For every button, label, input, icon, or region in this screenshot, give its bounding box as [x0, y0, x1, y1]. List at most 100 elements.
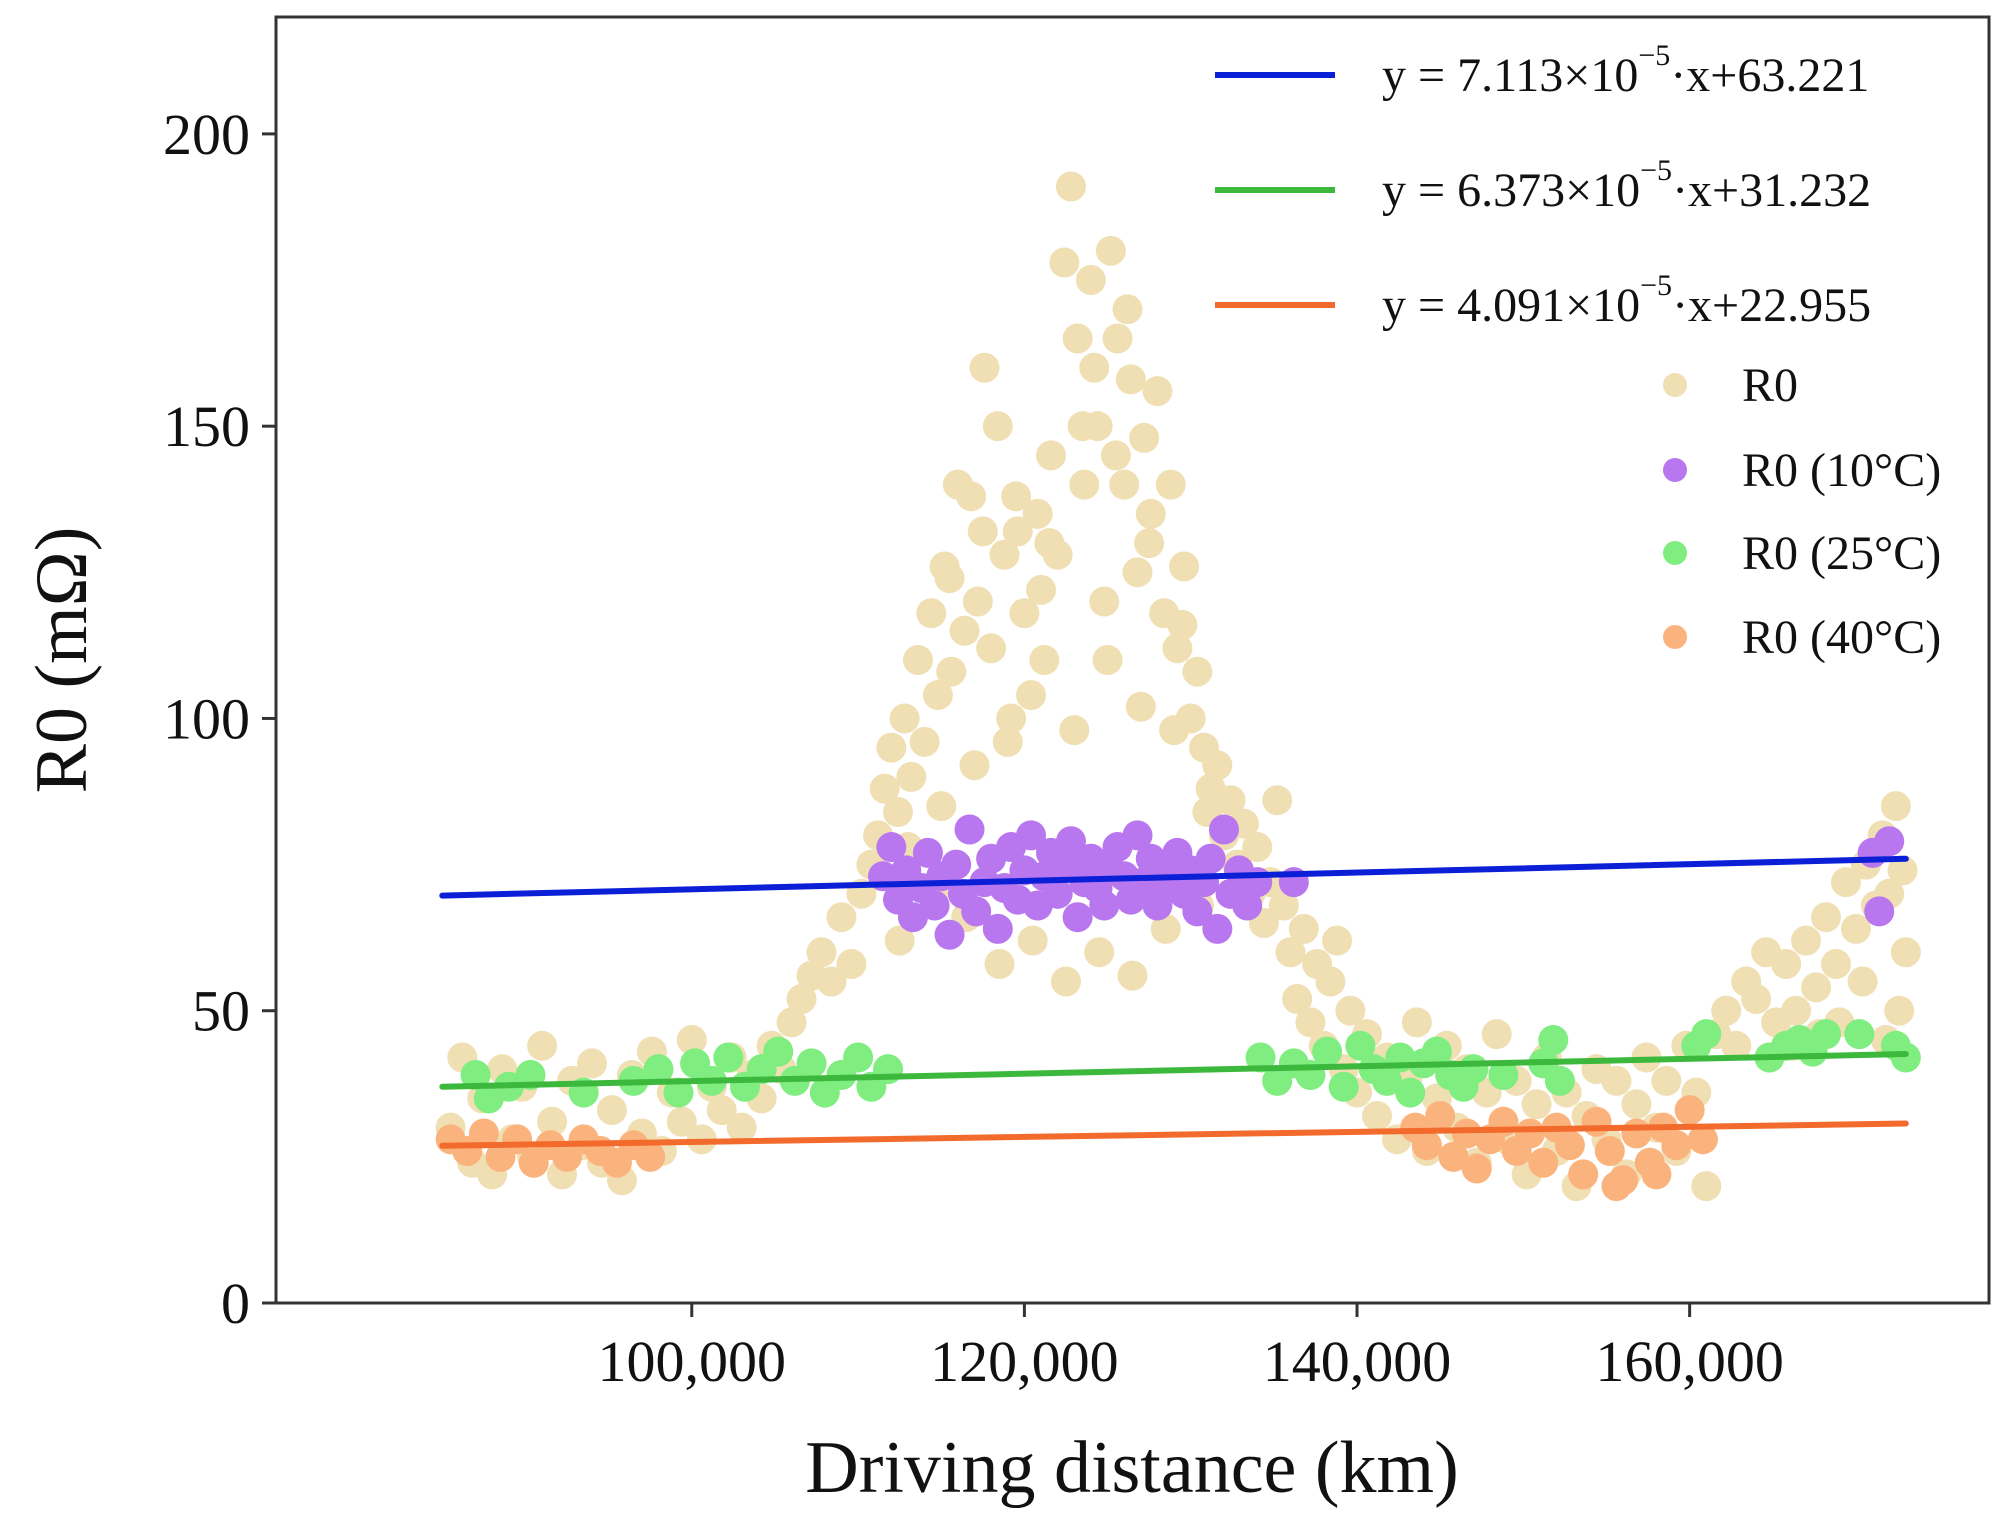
point-r0-10-c — [941, 849, 972, 880]
point-r0 — [1215, 785, 1246, 816]
point-r0 — [1521, 1089, 1552, 1120]
point-r0 — [1890, 937, 1921, 968]
point-r0 — [1102, 323, 1133, 354]
point-r0 — [1029, 645, 1060, 675]
point-r0 — [1830, 867, 1861, 898]
point-r0 — [1055, 171, 1086, 202]
point-r0 — [949, 615, 980, 646]
fit-line-2 — [439, 1050, 1909, 1090]
point-r0 — [1315, 966, 1346, 997]
point-r0 — [1026, 574, 1057, 605]
point-r0 — [576, 1048, 607, 1079]
point-r0-40-c — [1661, 1130, 1692, 1161]
point-r0-10-c — [1122, 820, 1153, 851]
point-r0 — [1100, 440, 1131, 471]
point-r0 — [836, 948, 867, 979]
point-r0 — [1268, 890, 1299, 921]
point-r0 — [936, 656, 967, 687]
point-r0-40-c — [1568, 1159, 1599, 1190]
point-r0 — [1781, 995, 1812, 1026]
point-r0-40-c — [1581, 1106, 1612, 1137]
point-r0 — [1089, 586, 1120, 617]
point-r0-40-c — [1461, 1153, 1492, 1184]
x-tick-label: 160,000 — [1595, 1329, 1784, 1394]
point-r0 — [1084, 937, 1115, 968]
y-tick-label: 0 — [221, 1271, 250, 1336]
point-r0 — [1282, 984, 1313, 1015]
series-r0-10-c — [868, 814, 1905, 950]
point-r0 — [1741, 984, 1772, 1015]
point-r0-25-c — [1421, 1036, 1452, 1067]
point-r0 — [969, 352, 1000, 383]
point-r0 — [1242, 832, 1273, 863]
point-r0-25-c — [1488, 1060, 1519, 1091]
point-r0 — [1022, 498, 1053, 529]
point-r0 — [1135, 498, 1166, 529]
legend-marker — [1663, 541, 1687, 565]
legend-equation-label: y = 7.113×10−5·x+63.221 — [1382, 39, 1869, 102]
point-r0 — [1335, 995, 1366, 1026]
point-r0 — [1169, 551, 1200, 582]
point-r0 — [934, 563, 965, 594]
point-r0 — [666, 1106, 697, 1137]
point-r0 — [1134, 528, 1165, 559]
point-r0 — [1295, 1007, 1326, 1038]
point-r0-10-c — [1182, 896, 1213, 927]
point-r0 — [1075, 265, 1106, 296]
point-r0-10-c — [934, 919, 965, 950]
point-r0-40-c — [1451, 1118, 1482, 1149]
point-r0 — [1009, 598, 1040, 629]
point-r0-25-c — [663, 1077, 694, 1108]
point-r0 — [876, 732, 907, 763]
y-tick-label: 200 — [163, 102, 250, 167]
point-r0 — [776, 1007, 807, 1038]
point-r0-25-c — [1811, 1019, 1842, 1050]
plot-frame — [274, 15, 1991, 1305]
point-r0 — [1036, 440, 1067, 471]
point-r0-40-c — [1425, 1100, 1456, 1131]
point-r0-40-c — [1621, 1118, 1652, 1149]
point-r0 — [967, 516, 998, 547]
point-r0-25-c — [460, 1060, 491, 1091]
legend: y = 7.113×10−5·x+63.221 y = 6.373×10−5·x+… — [1215, 39, 1941, 664]
point-r0-25-c — [843, 1042, 874, 1073]
point-r0 — [922, 680, 953, 711]
legend-series-label: R0 — [1742, 359, 1798, 412]
point-r0 — [1322, 925, 1353, 956]
point-r0 — [1711, 995, 1742, 1026]
point-r0 — [1847, 966, 1878, 997]
point-r0-25-c — [1371, 1065, 1402, 1096]
point-r0 — [1122, 557, 1153, 588]
y-tick-label: 50 — [192, 979, 250, 1044]
point-r0-10-c — [1055, 826, 1086, 857]
point-r0 — [926, 791, 957, 822]
point-r0 — [916, 598, 947, 629]
point-r0 — [884, 925, 915, 956]
point-r0 — [1621, 1089, 1652, 1120]
point-r0-25-c — [1544, 1065, 1575, 1096]
point-r0 — [1002, 516, 1033, 547]
point-r0 — [1801, 972, 1832, 1003]
point-r0-25-c — [1890, 1042, 1921, 1073]
fit-line-3 — [439, 1120, 1909, 1149]
point-r0 — [1017, 925, 1048, 956]
point-r0-40-c — [635, 1141, 666, 1172]
point-r0-10-c — [876, 832, 907, 863]
point-r0 — [1159, 715, 1190, 746]
point-r0 — [962, 586, 993, 617]
point-r0-25-c — [1395, 1077, 1426, 1108]
x-axis-title: Driving distance (km) — [805, 1427, 1459, 1509]
legend-equation-label: y = 4.091×10−5·x+22.955 — [1382, 269, 1871, 332]
point-r0-40-c — [1674, 1095, 1705, 1126]
point-r0-40-c — [1641, 1159, 1672, 1190]
point-r0-10-c — [982, 913, 1013, 944]
point-r0 — [1059, 715, 1090, 746]
point-r0-25-c — [796, 1048, 827, 1079]
point-r0-25-c — [643, 1054, 674, 1085]
point-r0-40-c — [1594, 1136, 1625, 1167]
point-r0 — [786, 984, 817, 1015]
point-r0 — [909, 726, 940, 757]
point-r0 — [989, 539, 1020, 570]
point-r0 — [1820, 948, 1851, 979]
point-r0 — [1069, 469, 1100, 500]
